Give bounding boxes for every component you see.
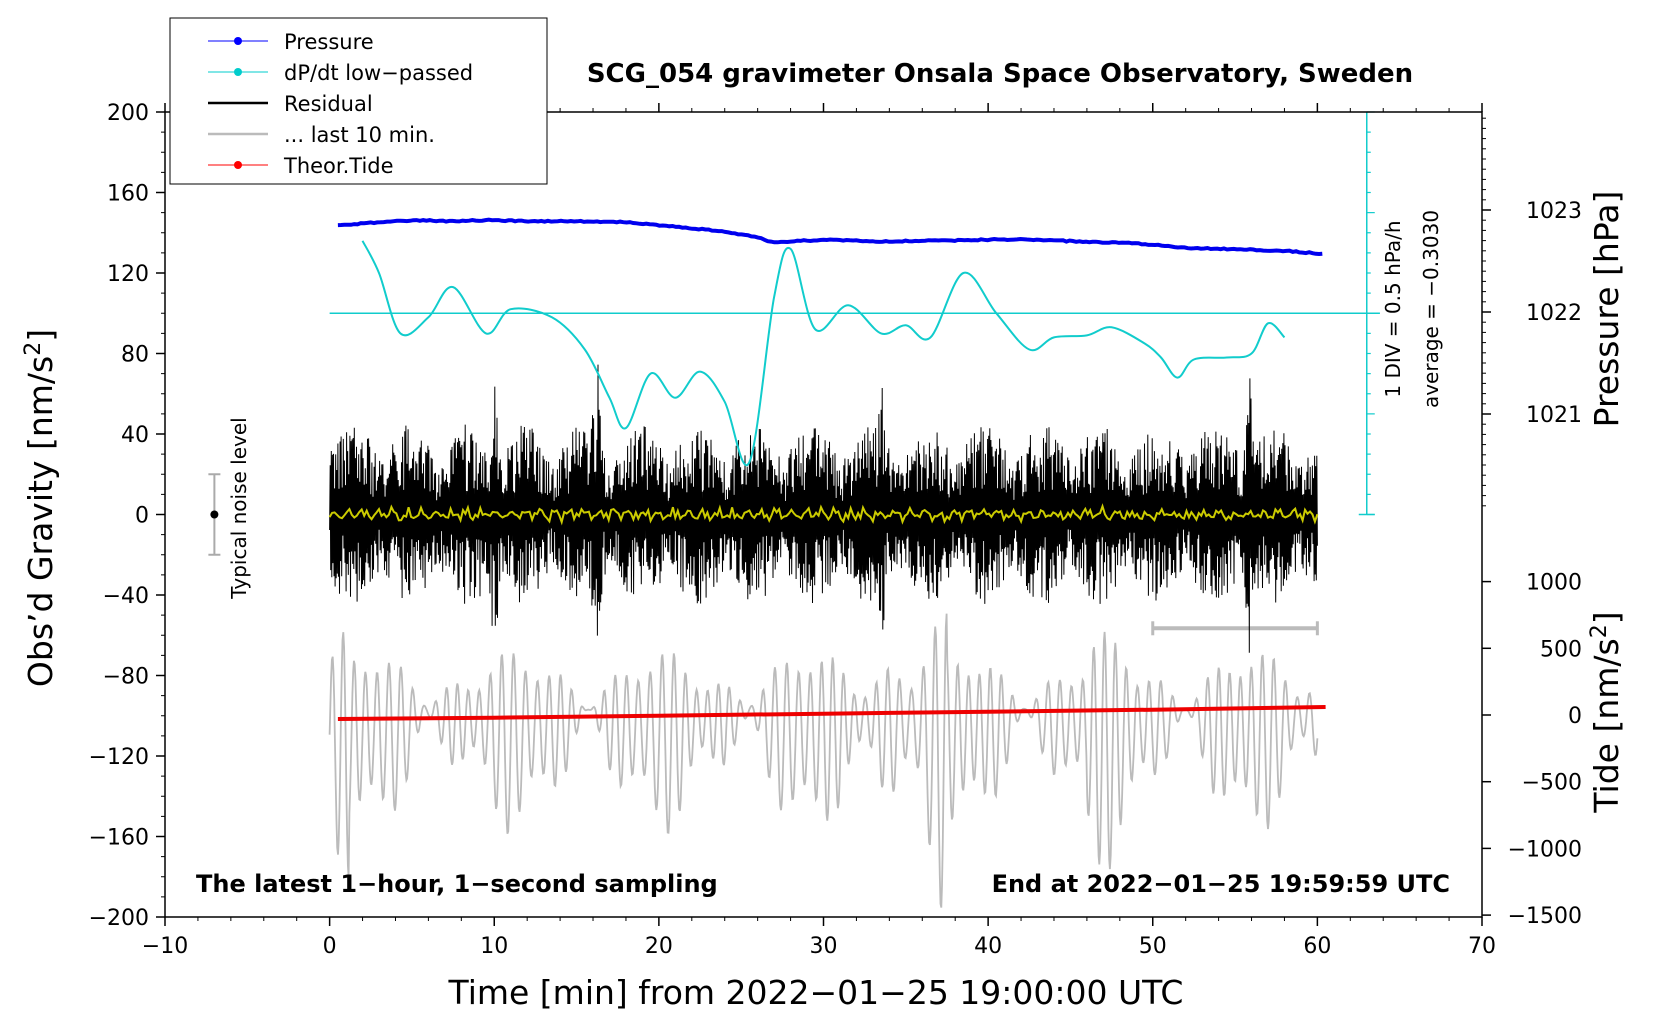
legend-label: ... last 10 min.: [284, 123, 435, 147]
noise-center-dot: [210, 510, 219, 519]
pressure-line: [337, 217, 1323, 257]
y-axis-label-tide-end: ]: [1587, 611, 1626, 624]
x-tick-label: 40: [974, 934, 1002, 959]
pressure-scale-average-label: average = −0.3030: [1419, 210, 1443, 408]
y-tick-label: 200: [107, 101, 149, 126]
tide-tick-label: −1000: [1508, 837, 1582, 862]
pressure-scale-div-label: 1 DIV = 0.5 hPa/h: [1381, 220, 1405, 397]
tide-tick-label: −1500: [1508, 904, 1582, 929]
last10-trace: [328, 613, 1319, 908]
legend-label: Pressure: [284, 30, 374, 54]
legend-box: [169, 17, 548, 185]
x-tick-label: 50: [1139, 934, 1167, 959]
pressure-tick-label: 1023: [1526, 199, 1582, 224]
legend-marker: [234, 37, 242, 45]
y-tick-label: −120: [89, 745, 149, 770]
residual-trace: [329, 364, 1318, 653]
x-tick-label: 30: [810, 934, 838, 959]
annotation-bottom-left: The latest 1−hour, 1−second sampling: [196, 870, 718, 898]
series-layer: [208, 111, 1380, 908]
pressure-tick-label: 1021: [1526, 403, 1582, 428]
y-tick-label: −40: [103, 584, 149, 609]
y-tick-label: −80: [103, 665, 149, 690]
y-tick-label: −200: [89, 906, 149, 931]
legend-label: Residual: [284, 92, 373, 116]
y-tick-label: 0: [135, 504, 149, 529]
y-tick-label: 80: [121, 343, 149, 368]
x-tick-label: 60: [1303, 934, 1331, 959]
dpdt-curve: [361, 240, 1286, 467]
y-axis-label-left-end: ]: [21, 329, 60, 342]
x-tick-label: −10: [142, 934, 188, 959]
pressure-tick-label: 1022: [1526, 301, 1582, 326]
y-axis-label-left-main: Obs’d Gravity [nm/s: [21, 356, 60, 687]
chart-title: SCG_054 gravimeter Onsala Space Observat…: [587, 59, 1413, 89]
x-tick-label: 0: [323, 934, 337, 959]
y-tick-label: 40: [121, 423, 149, 448]
legend-label: Theor.Tide: [283, 154, 394, 178]
y-axis-label-pressure: Pressure [hPa]: [1587, 191, 1626, 428]
legend: Pressure dP/dt low−passed Residual ... last…: [169, 17, 548, 185]
y-tick-label: 120: [107, 262, 149, 287]
tide-tick-label: 1000: [1526, 571, 1582, 596]
legend-label: dP/dt low−passed: [284, 61, 473, 85]
noise-level-label: Typical noise level: [227, 417, 251, 599]
y-tick-label: 160: [107, 182, 149, 207]
x-tick-label: 10: [480, 934, 508, 959]
y-tick-label: −160: [89, 826, 149, 851]
tide-tick-label: 500: [1540, 637, 1582, 662]
tide-line: [337, 705, 1326, 721]
legend-marker: [234, 161, 242, 169]
tide-tick-label: 0: [1568, 704, 1582, 729]
x-axis-label: Time [min] from 2022−01−25 19:00:00 UTC: [448, 973, 1184, 1012]
x-tick-label: 20: [645, 934, 673, 959]
legend-marker: [234, 68, 242, 76]
y-axis-label-left: Obs’d Gravity [nm/s2]: [21, 329, 61, 687]
frame-layer: −10 0 10 20 30 40 50 60 70 −200 −160 −120 −80 −40 0 40 8…: [89, 101, 1582, 959]
y-axis-label-left-sup: 2: [21, 342, 46, 356]
y-axis-label-tide-main: Tide [nm/s: [1587, 638, 1626, 813]
residual-mean-trace: [328, 503, 1319, 526]
y-axis-label-tide: Tide [nm/s2]: [1587, 611, 1627, 813]
tide-tick-label: −500: [1522, 771, 1582, 796]
x-tick-label: 70: [1468, 934, 1496, 959]
annotation-bottom-right: End at 2022−01−25 19:59:59 UTC: [992, 870, 1450, 898]
y-axis-label-tide-sup: 2: [1587, 624, 1612, 638]
